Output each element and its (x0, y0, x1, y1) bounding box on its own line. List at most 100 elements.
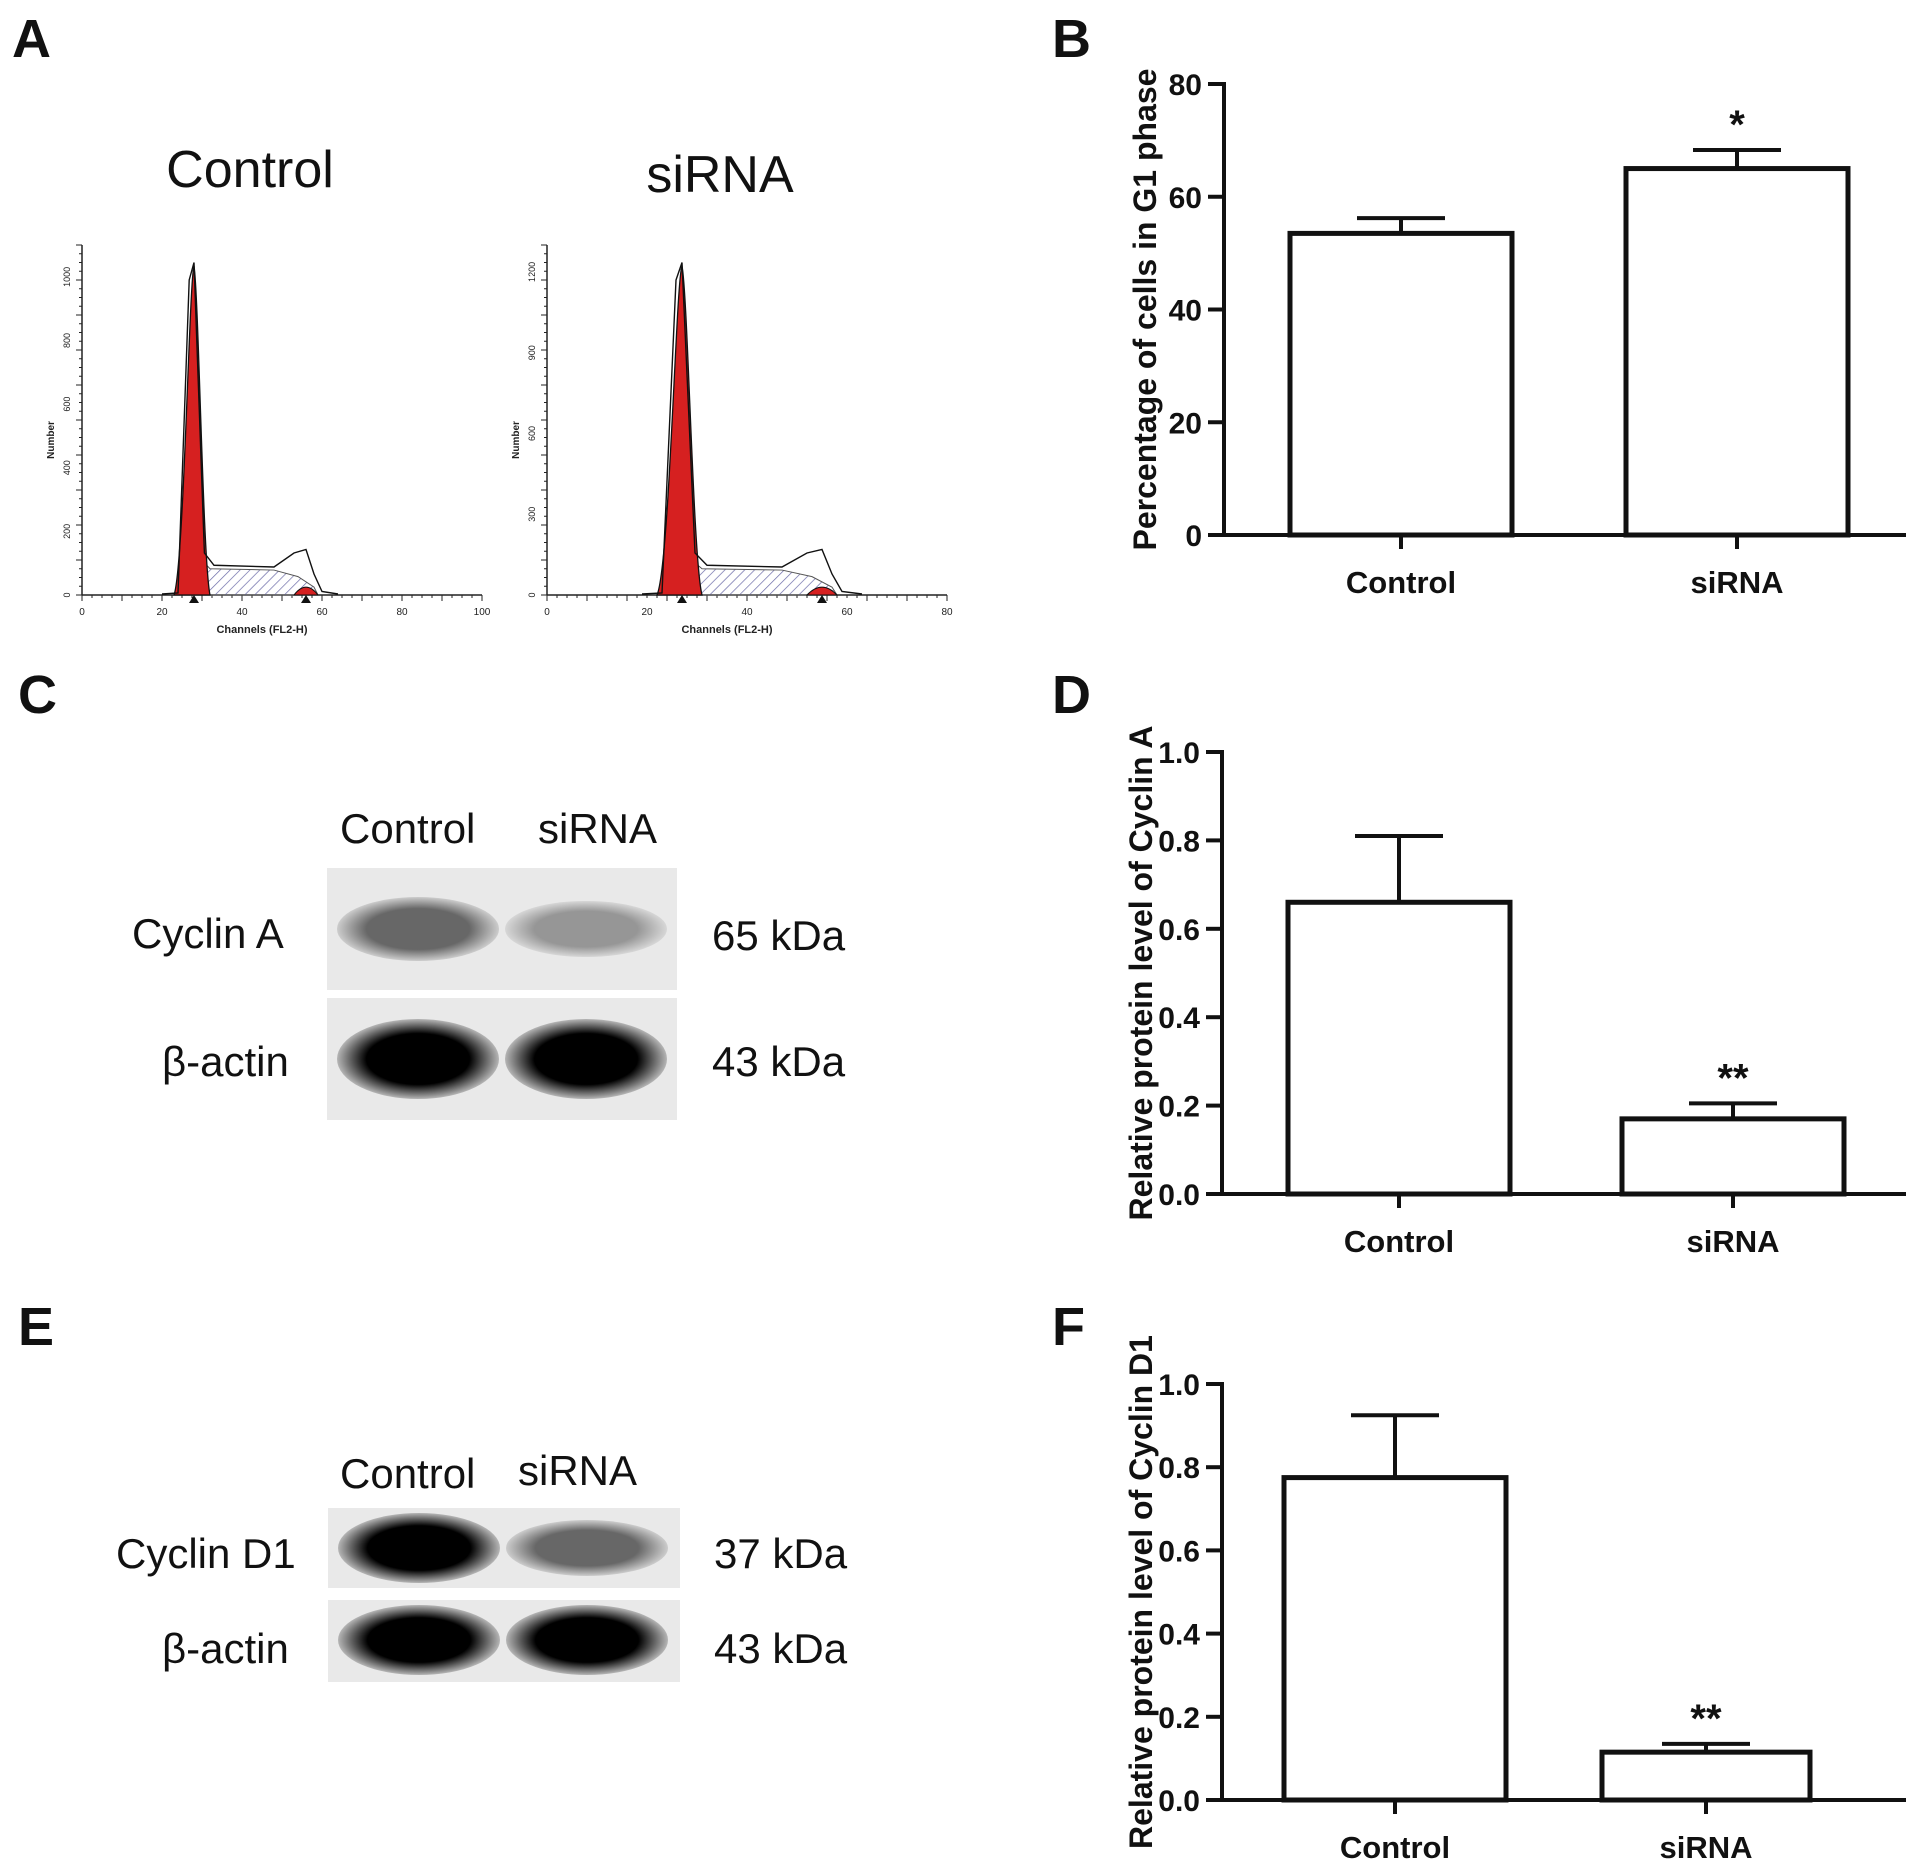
y-tick-label: 0 (62, 592, 72, 597)
histogram-trace (161, 262, 339, 595)
band (505, 900, 667, 958)
flow-right-title: siRNA (646, 146, 794, 204)
histogram-trace (641, 262, 863, 595)
band (337, 897, 499, 961)
x-tick-label: 80 (396, 607, 408, 618)
y-tick-label: 0 (527, 592, 537, 597)
y-tick-label: 400 (62, 460, 72, 475)
y-tick-label: 1000 (62, 267, 72, 287)
x-tick-label: 20 (641, 607, 653, 618)
y-tick-label: 900 (527, 345, 537, 360)
y-tick-label: 1200 (527, 262, 537, 282)
panel-label-d: D (1052, 665, 1091, 725)
x-tick-label: 60 (841, 607, 853, 618)
x-axis-label: Channels (FL2-H) (681, 624, 772, 636)
x-axis-label: Channels (FL2-H) (216, 624, 307, 636)
blot-e-strip-beta-actin (328, 1600, 680, 1682)
y-tick-label: 80 (1169, 69, 1202, 102)
y-tick-label: 0 (1185, 520, 1202, 553)
blot-c-lane-sirna: siRNA (538, 805, 658, 852)
y-tick-label: 40 (1169, 295, 1202, 328)
x-tick-label: 0 (544, 607, 550, 618)
x-tick-label: 60 (316, 607, 328, 618)
flow-histogram-sirna: 0 20 40 60 80 0 300 600 900 1200 Number Channels (F… (511, 244, 953, 636)
band (337, 1019, 499, 1099)
x-tick-label: 80 (941, 607, 953, 618)
y-axis-label: Number (46, 421, 57, 459)
blot-c-strip-cyclin-a (327, 868, 677, 990)
peak-marker (301, 595, 311, 603)
blot-e-protein-beta-actin: β-actin (162, 1625, 289, 1672)
flow-histogram-control: 0 20 40 60 80 10002004006008001000NumberChann… (46, 244, 491, 636)
significance-marker: ** (1717, 1056, 1749, 1100)
y-tick-label: 0.8 (1158, 1452, 1200, 1485)
blot-e-strip-cyclin-d1 (328, 1508, 680, 1588)
bar (1281, 1475, 1509, 1803)
panel-label-b: B (1052, 9, 1091, 69)
y-tick-label: 0.0 (1158, 1785, 1200, 1818)
x-tick-label: Control (1346, 565, 1456, 600)
y-tick-label: 0.2 (1158, 1091, 1200, 1124)
y-tick-label: 300 (527, 507, 537, 522)
y-tick-label: 0.4 (1158, 1619, 1200, 1652)
g2-peak (805, 586, 839, 596)
x-tick-label: 100 (474, 607, 491, 618)
blot-e-size-cyclin-d1: 37 kDa (714, 1530, 848, 1577)
y-tick-label: 1.0 (1158, 1369, 1200, 1402)
bar (1285, 899, 1513, 1197)
peak-marker (677, 595, 687, 603)
band (338, 1513, 500, 1583)
y-tick-label: 600 (62, 397, 72, 412)
y-tick-label: 20 (1169, 407, 1202, 440)
y-tick-label: 0.6 (1158, 1535, 1200, 1568)
y-tick-label: 0.8 (1158, 825, 1200, 858)
band (506, 1605, 668, 1675)
y-tick-label: 0.0 (1158, 1179, 1200, 1212)
band (506, 1520, 668, 1576)
y-tick-label: 0.4 (1158, 1002, 1200, 1035)
panel-label-f: F (1052, 1297, 1085, 1357)
y-axis-label: Percentage of cells in G1 phase (1127, 69, 1163, 551)
blot-c-protein-beta-actin: β-actin (162, 1038, 289, 1085)
x-tick-label: 20 (156, 607, 168, 618)
x-tick-label: siRNA (1690, 565, 1783, 600)
significance-marker: * (1729, 103, 1745, 147)
y-axis-label: Relative protein level of Cyclin D1 (1123, 1335, 1159, 1849)
blot-e-protein-cyclin-d1: Cyclin D1 (116, 1530, 296, 1577)
x-tick-label: Control (1344, 1224, 1454, 1259)
y-tick-label: 800 (62, 333, 72, 348)
y-tick-label: 600 (527, 426, 537, 441)
g2-peak (292, 586, 320, 596)
blot-c-lane-control: Control (340, 805, 476, 852)
x-tick-label: Control (1340, 1830, 1450, 1859)
x-tick-label: siRNA (1659, 1830, 1752, 1859)
panel-label-a: A (12, 9, 51, 69)
blot-c-size-cyclin-a: 65 kDa (712, 912, 846, 959)
blot-e-lane-sirna: siRNA (518, 1447, 638, 1494)
y-axis-label: Number (511, 421, 522, 459)
y-tick-label: 60 (1169, 182, 1202, 215)
y-tick-label: 0.6 (1158, 914, 1200, 947)
blot-c-protein-cyclin-a: Cyclin A (132, 910, 284, 957)
bar (1623, 166, 1851, 538)
blot-c-size-beta-actin: 43 kDa (712, 1038, 846, 1085)
y-tick-label: 0.2 (1158, 1702, 1200, 1735)
x-tick-label: 0 (79, 607, 85, 618)
panel-label-c: C (18, 665, 57, 725)
band (338, 1605, 500, 1675)
blot-e-lane-control: Control (340, 1450, 476, 1497)
significance-marker: ** (1690, 1697, 1722, 1741)
band (505, 1019, 667, 1099)
bar (1287, 230, 1515, 538)
blot-e-size-beta-actin: 43 kDa (714, 1625, 848, 1672)
bar (1619, 1116, 1847, 1197)
peak-marker (189, 595, 199, 603)
bar (1599, 1749, 1813, 1803)
x-tick-label: siRNA (1686, 1224, 1779, 1259)
y-tick-label: 1.0 (1158, 737, 1200, 770)
peak-marker (817, 595, 827, 603)
flow-left-title: Control (166, 141, 334, 199)
